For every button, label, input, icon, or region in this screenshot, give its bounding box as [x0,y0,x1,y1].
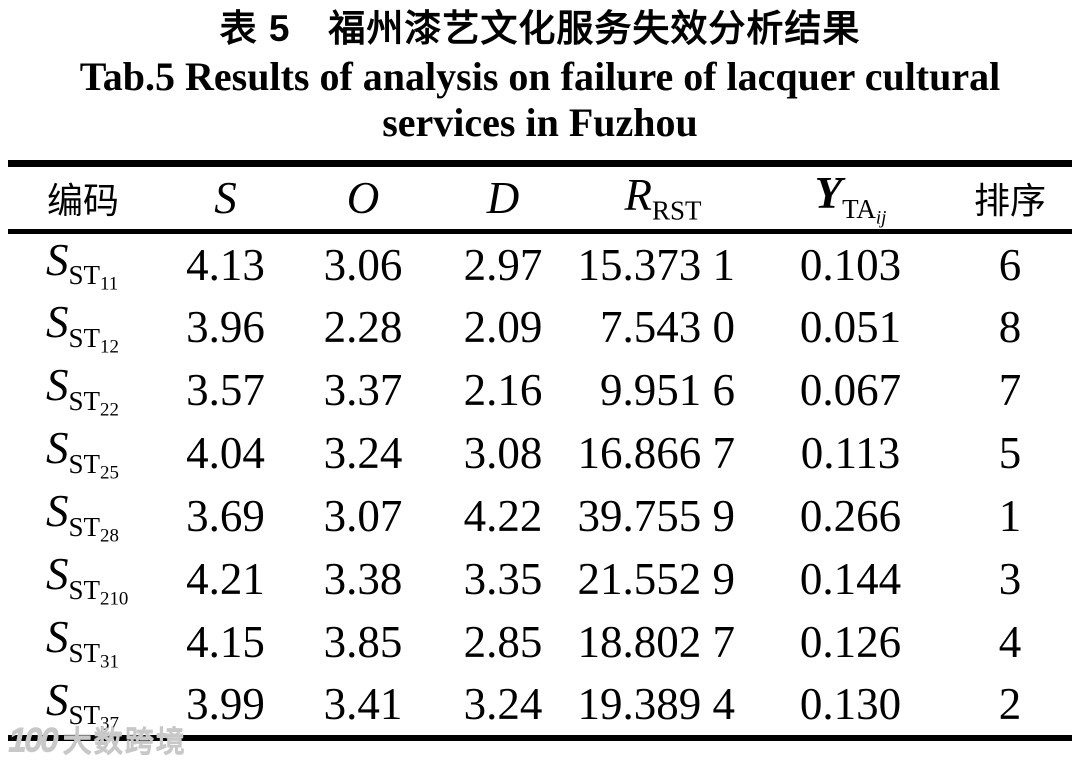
cell-o: 3.85 [323,617,403,668]
watermark-logo: 100 [8,722,59,760]
cell-code: SST31 [46,612,119,672]
cell-rrst: 9.951 6 [600,365,735,416]
col-header-rrst: RRST [624,170,702,226]
table-caption-english: Tab.5 Results of analysis on failure of … [0,54,1080,148]
cell-yta: 0.130 [799,679,902,730]
cell-d: 3.08 [463,428,543,479]
cell-o: 3.24 [323,428,403,479]
watermark-text: 大数跨境 [62,727,187,759]
table-row: SST11 4.13 3.06 2.97 15.373 1 0.103 6 [8,231,1072,295]
cell-s: 4.13 [186,239,265,290]
cell-s: 4.15 [186,617,265,668]
table-row: SST31 4.15 3.85 2.85 18.802 7 0.126 4 [8,611,1072,674]
cell-code: SST37 [46,674,119,735]
cell-code: SST25 [46,423,119,483]
cell-code: SST28 [46,486,119,546]
cell-o: 3.37 [323,365,403,416]
table-row: SST37 3.99 3.41 3.24 19.389 4 0.130 2 [8,674,1072,739]
cell-o: 2.28 [323,302,403,353]
cell-yta: 0.067 [799,365,902,416]
cell-s: 3.57 [186,365,265,416]
cell-yta: 0.103 [799,239,902,290]
cell-o: 3.38 [323,554,403,605]
cell-d: 2.16 [463,365,543,416]
cell-yta: 0.144 [799,554,902,605]
cell-o: 3.06 [323,239,403,290]
col-header-yta: YTAij [814,168,887,228]
failure-analysis-table: 编码 S O D RRST YTAij 排序 SST11 4.13 3.06 2… [8,160,1072,742]
table-caption-english-line2: services in Fuzhou [382,100,698,146]
table-row: SST12 3.96 2.28 2.09 7.543 0 0.051 8 [8,296,1072,359]
cell-rank: 2 [998,679,1022,730]
table-caption-english-line1: Tab.5 Results of analysis on failure of … [79,53,1001,99]
cell-rank: 7 [998,365,1022,416]
cell-yta: 0.126 [799,617,902,668]
cell-rank: 1 [998,491,1022,542]
cell-rrst: 18.802 7 [577,617,736,668]
cell-o: 3.07 [323,491,403,542]
cell-s: 3.96 [186,302,265,353]
cell-d: 4.22 [463,491,543,542]
col-header-d: D [486,173,520,223]
cell-s: 3.99 [186,679,265,730]
cell-d: 3.24 [463,679,543,730]
cell-code: SST11 [46,234,119,295]
cell-s: 4.04 [186,428,265,479]
cell-rank: 4 [998,617,1022,668]
cell-code: SST12 [46,297,119,357]
cell-d: 2.97 [463,239,543,290]
cell-yta: 0.113 [800,428,901,479]
cell-rrst: 16.866 7 [577,428,736,479]
cell-s: 4.21 [186,554,265,605]
cell-rank: 8 [998,302,1022,353]
cell-rrst: 21.552 9 [577,554,736,605]
watermark: 100 大数跨境 [8,719,187,761]
table-caption-chinese: 表 5 福州漆艺文化服务失效分析结果 [219,8,861,49]
cell-yta: 0.266 [799,491,902,542]
cell-rrst: 39.755 9 [577,491,736,542]
cell-rank: 5 [998,428,1022,479]
cell-yta: 0.051 [799,302,902,353]
col-header-o: O [346,173,380,223]
cell-rrst: 15.373 1 [577,239,736,290]
col-header-code: 编码 [46,181,119,221]
table-row: SST210 4.21 3.38 3.35 21.552 9 0.144 3 [8,548,1072,611]
col-header-s: S [214,173,237,223]
cell-s: 3.69 [186,491,265,542]
cell-rrst: 7.543 0 [600,302,735,353]
col-header-rank: 排序 [973,181,1046,221]
cell-d: 2.09 [463,302,543,353]
table-row: SST22 3.57 3.37 2.16 9.951 6 0.067 7 [8,359,1072,422]
table-row: SST25 4.04 3.24 3.08 16.866 7 0.113 5 [8,422,1072,485]
cell-rank: 3 [998,554,1022,605]
cell-rrst: 19.389 4 [577,679,736,730]
cell-d: 3.35 [463,554,543,605]
cell-d: 2.85 [463,617,543,668]
table-row: SST28 3.69 3.07 4.22 39.755 9 0.266 1 [8,485,1072,548]
cell-o: 3.41 [323,679,403,730]
header-row: 编码 S O D RRST YTAij 排序 [8,164,1072,232]
cell-code: SST22 [46,360,119,420]
cell-code: SST210 [46,549,129,609]
cell-rank: 6 [998,239,1022,290]
